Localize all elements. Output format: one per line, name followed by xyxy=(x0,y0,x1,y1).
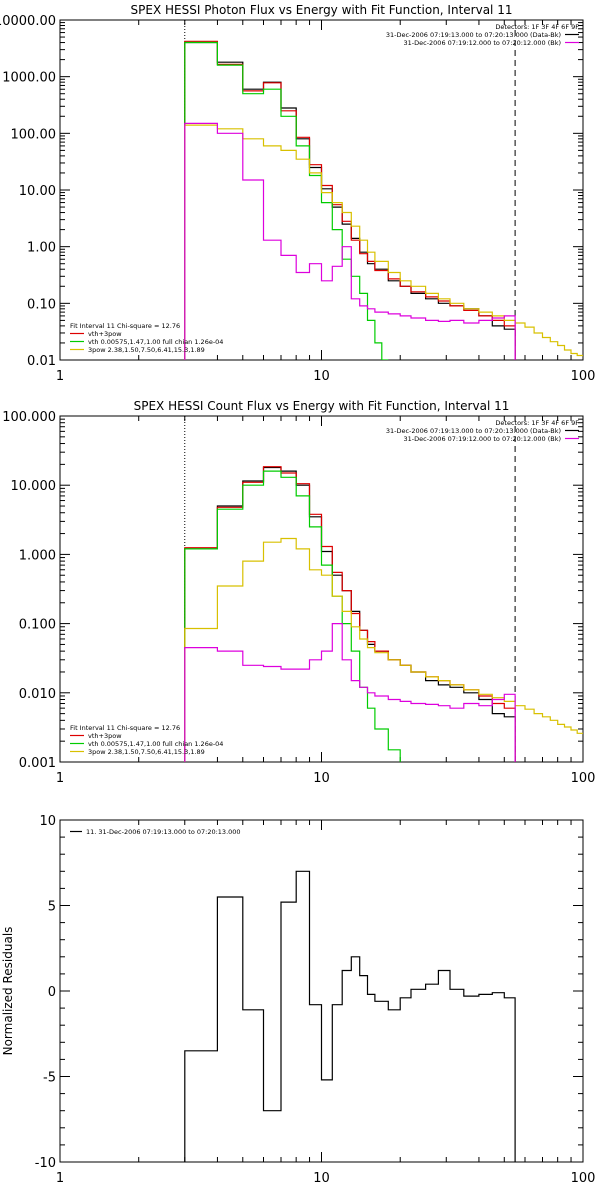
x-tick-label: 1 xyxy=(56,771,64,786)
y-tick-label: 1.00 xyxy=(27,241,56,256)
series-line-4 xyxy=(184,124,583,360)
x-tick-label: 100 xyxy=(571,369,596,384)
legend-entry: vth+3pow xyxy=(88,330,122,338)
x-tick-label: 100 xyxy=(571,771,596,786)
legend-entry: vth+3pow xyxy=(88,732,122,740)
y-tick-label: 10.000 xyxy=(11,479,57,494)
legend-entry: 31-Dec-2006 07:19:12.000 to 07:20:12.000… xyxy=(404,435,562,443)
plot-frame xyxy=(59,415,584,763)
series-line-1 xyxy=(184,466,516,762)
y-axis-label: Normalized Residuals xyxy=(1,927,15,1056)
y-tick-label: 1.000 xyxy=(19,548,56,563)
y-tick-label: 1000.00 xyxy=(2,71,56,86)
legend-entry: 3pow 2.38,1.50,7.50,6.41,15.3,1.89 xyxy=(88,346,205,354)
chart-2: SPEX HESSI Count Flux vs Energy with Fit… xyxy=(2,399,595,786)
x-tick-label: 10 xyxy=(313,1171,330,1186)
plot-frame xyxy=(59,819,584,1163)
series-line-5 xyxy=(184,122,516,360)
chart-title: SPEX HESSI Photon Flux vs Energy with Fi… xyxy=(131,3,513,17)
y-tick-label: 0.10 xyxy=(27,297,56,312)
legend-entry: Detectors: 1F 3F 4F 6F 9F xyxy=(495,23,579,31)
x-tick-label: 10 xyxy=(313,369,330,384)
series-group xyxy=(184,466,583,762)
legend-entry: Detectors: 1F 3F 4F 6F 9F xyxy=(495,419,579,427)
series-line-2 xyxy=(184,466,516,762)
legend-entry: vth 0.00575,1.47,1.00 full chian 1.26e-0… xyxy=(88,338,223,346)
legend-entry: vth 0.00575,1.47,1.00 full chian 1.26e-0… xyxy=(88,740,223,748)
series-group xyxy=(184,40,583,360)
series-line-4 xyxy=(184,537,583,762)
chart-title: SPEX HESSI Count Flux vs Energy with Fit… xyxy=(134,399,510,413)
legend-entry: 31-Dec-2006 07:19:13.000 to 07:20:13.000… xyxy=(386,427,561,435)
series-group xyxy=(184,870,516,1162)
chart-1: SPEX HESSI Photon Flux vs Energy with Fi… xyxy=(0,3,595,384)
series-line-3 xyxy=(184,470,401,762)
x-tick-label: 10 xyxy=(313,771,330,786)
series-line-1 xyxy=(184,41,516,360)
legend-entry: 31-Dec-2006 07:19:12.000 to 07:20:12.000… xyxy=(404,39,562,47)
legend-header: Fit Interval 11 Chi-square = 12.76 xyxy=(70,322,180,330)
y-tick-label: 0.100 xyxy=(19,618,56,633)
y-tick-label: 0.01 xyxy=(27,354,56,369)
x-tick-label: 1 xyxy=(56,369,64,384)
y-tick-label: 10000.00 xyxy=(0,14,56,29)
y-tick-label: 0.001 xyxy=(19,756,56,771)
legend-entry: 11. 31-Dec-2006 07:19:13.000 to 07:20:13… xyxy=(86,828,241,836)
y-tick-label: 5 xyxy=(48,900,56,915)
legend-entry: 3pow 2.38,1.50,7.50,6.41,15.3,1.89 xyxy=(88,748,205,756)
y-tick-label: 0.010 xyxy=(19,687,56,702)
series-line-1 xyxy=(184,870,516,1162)
y-tick-label: -10 xyxy=(35,1156,56,1171)
legend-header: Fit Interval 11 Chi-square = 12.76 xyxy=(70,724,180,732)
y-tick-label: 0 xyxy=(48,985,56,1000)
series-line-3 xyxy=(184,41,389,360)
legend-entry: 31-Dec-2006 07:19:13.000 to 07:20:13.000… xyxy=(386,31,561,39)
y-tick-label: 100.00 xyxy=(11,127,57,142)
y-tick-label: 10 xyxy=(39,814,56,829)
series-line-5 xyxy=(184,623,516,762)
x-tick-label: 100 xyxy=(571,1171,596,1186)
y-tick-label: -5 xyxy=(43,1071,56,1086)
x-tick-label: 1 xyxy=(56,1171,64,1186)
series-line-2 xyxy=(184,40,516,360)
chart-3: 1 10 100 -10 -5 0 5 10 Normalized Residuals 11. 3… xyxy=(1,814,595,1186)
y-tick-label: 10.00 xyxy=(19,184,56,199)
y-tick-label: 100.000 xyxy=(2,410,56,425)
